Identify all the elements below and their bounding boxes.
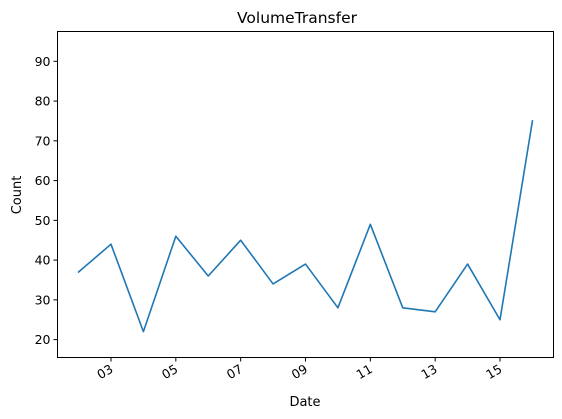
y-tick-label: 50 (35, 213, 51, 228)
x-tick-label: 09 (289, 361, 310, 382)
x-tick-label: 05 (159, 361, 180, 382)
y-tick-label: 60 (35, 173, 51, 188)
x-tick-label: 15 (483, 361, 504, 382)
y-tick-label: 70 (35, 133, 51, 148)
y-axis-label: Count (10, 176, 25, 215)
x-axis-label: Date (289, 395, 320, 410)
y-tick-label: 80 (35, 94, 51, 109)
series-layer (77, 120, 534, 333)
x-tick-label: 13 (418, 361, 439, 382)
y-tick-label: 30 (35, 292, 51, 307)
y-axis: 20 30 40 50 60 70 80 90 (35, 54, 58, 347)
chart-title: VolumeTransfer (237, 9, 358, 27)
y-tick-label: 20 (35, 332, 51, 347)
x-tick-label: 07 (224, 361, 245, 382)
x-axis: 03 05 07 09 11 13 15 (94, 357, 505, 382)
x-tick-label: 03 (94, 361, 115, 382)
plot-frame (57, 31, 554, 358)
y-tick-label: 40 (35, 253, 51, 268)
x-tick-label: 11 (354, 361, 375, 382)
y-tick-label: 90 (35, 54, 51, 69)
